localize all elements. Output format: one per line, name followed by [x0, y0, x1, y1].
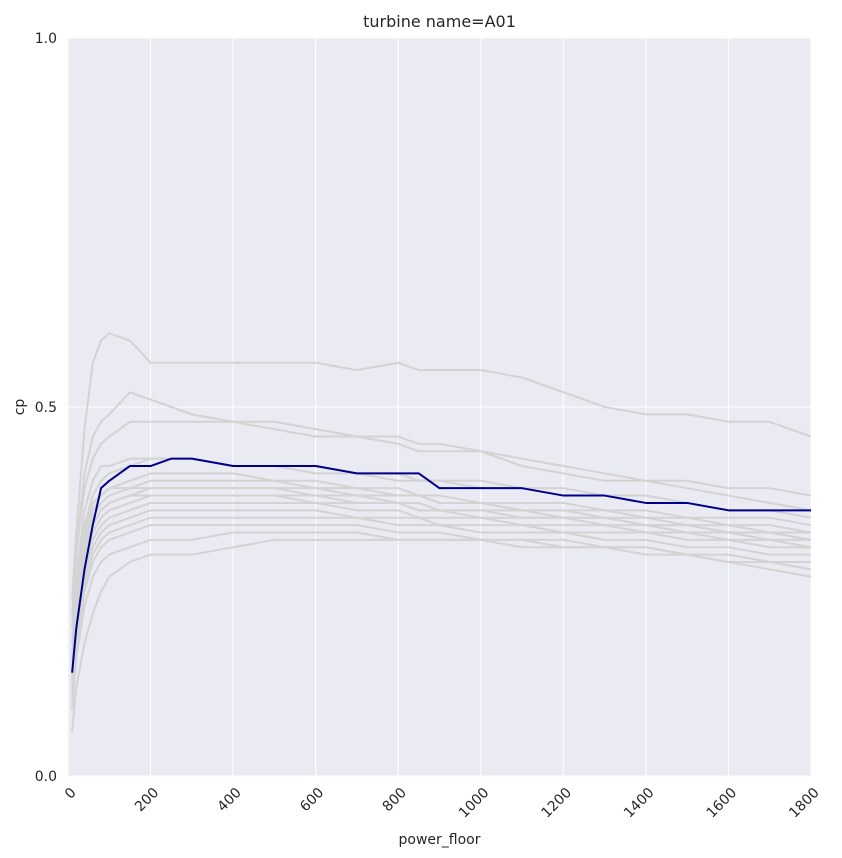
- y-tick-label: 1.0: [35, 31, 57, 47]
- x-tick-label: 600: [297, 785, 327, 815]
- series-line-background: [71, 479, 812, 673]
- series-line-background: [71, 420, 812, 629]
- series-line-background: [71, 494, 811, 688]
- x-tick-label: 400: [215, 785, 245, 815]
- y-tick-label: 0.5: [35, 400, 57, 416]
- series-line-background: [71, 531, 812, 710]
- grid: [67, 37, 812, 777]
- series-line-background: [71, 509, 811, 695]
- series-line-background: [71, 501, 812, 688]
- x-tick-labels: 0 200 400 600 800 1000 1200 1400 1600 1800: [62, 785, 823, 822]
- y-tick-labels: 0.0 0.5 1.0: [35, 31, 57, 785]
- series-line-highlight: [71, 457, 811, 673]
- series-line-background: [71, 332, 812, 599]
- y-axis-title: cp: [12, 399, 28, 416]
- series-line-background: [71, 457, 812, 644]
- series-lines: [71, 332, 812, 732]
- x-tick-label: 0: [62, 785, 80, 803]
- series-line-background: [71, 487, 811, 666]
- x-tick-label: 1400: [621, 785, 658, 822]
- series-line-background: [71, 538, 812, 732]
- series-line-background: [71, 391, 812, 614]
- series-line-background: [71, 516, 811, 703]
- x-axis-title: power_floor: [399, 832, 481, 848]
- x-tick-label: 800: [380, 785, 410, 815]
- series-line-background: [71, 494, 812, 681]
- y-tick-label: 0.0: [35, 769, 57, 785]
- chart-title: turbine name=A01: [363, 12, 516, 31]
- x-tick-label: 1800: [786, 785, 823, 822]
- x-tick-label: 200: [132, 785, 162, 815]
- x-tick-label: 1200: [538, 785, 575, 822]
- x-tick-label: 1600: [704, 785, 741, 822]
- x-tick-label: 1000: [456, 785, 493, 822]
